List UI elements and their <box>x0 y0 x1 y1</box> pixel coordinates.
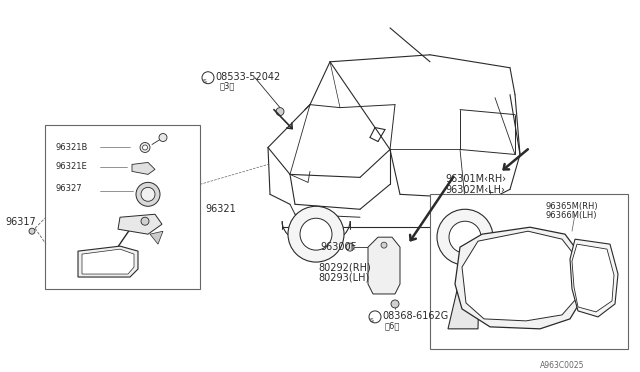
Circle shape <box>140 142 150 153</box>
Circle shape <box>202 72 214 84</box>
Circle shape <box>159 134 167 141</box>
Circle shape <box>437 209 493 265</box>
Polygon shape <box>118 214 162 234</box>
Text: 96321: 96321 <box>205 204 236 214</box>
Circle shape <box>346 243 354 251</box>
Bar <box>45 125 200 289</box>
Polygon shape <box>570 239 618 317</box>
Polygon shape <box>462 231 576 321</box>
Text: 96301M‹RH›: 96301M‹RH› <box>445 174 506 185</box>
Polygon shape <box>132 163 155 174</box>
Text: 96300F: 96300F <box>320 242 356 252</box>
Text: S: S <box>370 318 374 323</box>
Polygon shape <box>448 239 480 329</box>
Circle shape <box>449 221 481 253</box>
Circle shape <box>141 217 149 225</box>
Text: 〈3〉: 〈3〉 <box>220 82 236 91</box>
Text: 96327: 96327 <box>55 185 82 193</box>
Text: 96302M‹LH›: 96302M‹LH› <box>445 185 505 195</box>
Circle shape <box>369 311 381 323</box>
Polygon shape <box>455 227 582 329</box>
Polygon shape <box>368 237 400 294</box>
Text: 96317: 96317 <box>5 217 36 227</box>
Text: 80293(LH): 80293(LH) <box>318 272 369 282</box>
Text: 96321E: 96321E <box>55 163 87 171</box>
Circle shape <box>391 300 399 308</box>
Text: S: S <box>203 79 207 84</box>
Text: A963C0025: A963C0025 <box>540 361 584 370</box>
Polygon shape <box>150 231 163 244</box>
Text: 08368-6162G: 08368-6162G <box>382 311 448 321</box>
Circle shape <box>136 182 160 206</box>
Circle shape <box>300 218 332 250</box>
Circle shape <box>276 108 284 116</box>
Text: 96365M(RH): 96365M(RH) <box>545 202 598 211</box>
Polygon shape <box>572 244 614 312</box>
Text: 96321B: 96321B <box>55 142 88 151</box>
Polygon shape <box>78 246 138 277</box>
Circle shape <box>288 206 344 262</box>
Circle shape <box>29 228 35 234</box>
Text: 80292(RH): 80292(RH) <box>318 262 371 272</box>
Text: 96366M(LH): 96366M(LH) <box>545 211 596 220</box>
Circle shape <box>381 242 387 248</box>
Bar <box>430 194 628 349</box>
Polygon shape <box>82 249 134 274</box>
Text: 08533-52042: 08533-52042 <box>215 72 280 82</box>
Circle shape <box>141 187 155 201</box>
Circle shape <box>143 145 147 150</box>
Text: 〈6〉: 〈6〉 <box>385 321 401 330</box>
